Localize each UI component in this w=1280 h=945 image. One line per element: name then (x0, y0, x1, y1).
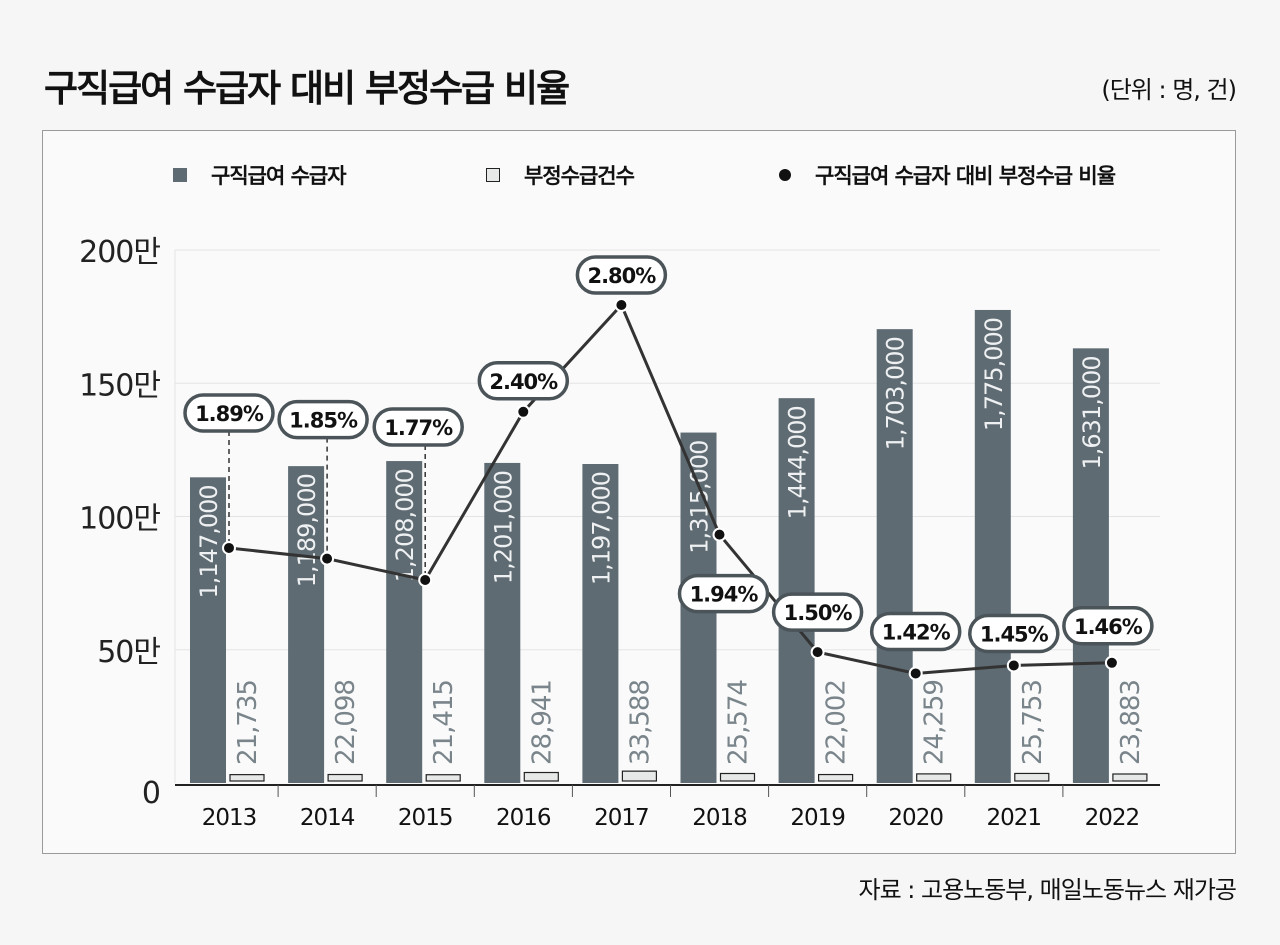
y-tick-label: 50만 (97, 635, 160, 670)
legend-label: 구직급여 수급자 대비 부정수급 비율 (815, 164, 1116, 188)
fraud-value-label: 23,883 (1116, 680, 1146, 765)
ratio-point (614, 298, 629, 312)
ratio-label: 1.50% (784, 601, 853, 625)
x-tick-label: 2022 (1085, 805, 1140, 831)
ratio-callout (372, 407, 464, 447)
x-tick-label: 2018 (692, 805, 747, 831)
ratio-point (1104, 655, 1119, 670)
ratio-callout (869, 611, 962, 652)
x-tick-label: 2020 (888, 805, 943, 831)
bar-value-label: 1,631,000 (1078, 356, 1106, 469)
bar-fraud-count (1014, 772, 1050, 782)
bar-recipients (386, 461, 423, 783)
y-tick-label: 100만 (79, 502, 160, 537)
bar-value-label: 1,775,000 (980, 318, 1008, 431)
bar-recipients (876, 329, 913, 783)
fraud-value-label: 33,588 (625, 680, 655, 765)
x-tick-label: 2019 (790, 805, 845, 831)
ratio-point (222, 540, 236, 555)
legend-item-recipients: 구직급여 수급자 (173, 160, 347, 190)
ratio-point (516, 404, 531, 419)
ratio-callout (477, 361, 570, 401)
y-tick-label: 200만 (79, 235, 160, 270)
fraud-value-label: 25,574 (724, 680, 754, 765)
ratio-point (418, 573, 433, 588)
legend-square-icon (173, 168, 187, 182)
bar-value-label: 1,208,000 (391, 469, 419, 582)
bar-value-label: 1,201,000 (489, 471, 517, 584)
bar-recipients (484, 462, 521, 783)
ratio-callout (968, 613, 1060, 654)
bar-fraud-count (425, 774, 461, 782)
bar-fraud-count (229, 774, 265, 782)
ratio-callout (677, 573, 770, 614)
bar-value-label: 1,197,000 (587, 472, 615, 585)
bar-value-label: 1,189,000 (293, 474, 321, 587)
ratio-callout (771, 592, 864, 632)
ratio-point (712, 527, 727, 542)
ratio-point (810, 645, 825, 660)
source-note: 자료 : 고용노동부, 매일노동뉴스 재가공 (858, 876, 1237, 904)
ratio-label: 2.40% (489, 370, 558, 394)
bar-recipients (288, 466, 325, 783)
fraud-value-label: 25,753 (1018, 680, 1048, 765)
unit-label: (단위 : 명, 건) (1101, 76, 1237, 104)
bar-value-label: 1,703,000 (882, 337, 910, 450)
ratio-callout (277, 399, 369, 440)
bar-fraud-count (1112, 773, 1148, 782)
ratio-label: 1.42% (882, 620, 951, 644)
bar-fraud-count (719, 772, 756, 782)
ratio-callout (575, 255, 668, 295)
ratio-point (908, 666, 923, 681)
x-tick-label: 2013 (202, 805, 257, 831)
x-tick-label: 2017 (594, 805, 649, 831)
fraud-value-label: 28,941 (527, 680, 557, 765)
fraud-value-label: 22,002 (822, 680, 852, 765)
bar-recipients (190, 477, 226, 783)
fraud-value-label: 22,098 (331, 680, 361, 765)
ratio-label: 1.45% (980, 622, 1049, 646)
bar-recipients (582, 463, 619, 783)
y-tick-label: 0 (142, 776, 160, 811)
legend-label: 구직급여 수급자 (211, 164, 347, 188)
ratio-label: 2.80% (587, 264, 656, 288)
bar-fraud-count (621, 770, 658, 782)
y-tick-label: 150만 (79, 368, 160, 403)
ratio-label: 1.46% (1074, 615, 1143, 639)
ratio-line (228, 302, 1112, 675)
bar-value-label: 1,147,000 (195, 485, 223, 598)
bar-value-label: 1,315,000 (686, 441, 714, 554)
fraud-value-label: 21,735 (233, 680, 263, 765)
chart-frame (42, 130, 1236, 854)
ratio-callout (1062, 606, 1154, 646)
ratio-point (1006, 658, 1021, 673)
bar-fraud-count (916, 773, 952, 782)
bar-recipients (974, 309, 1011, 783)
fraud-value-label: 21,415 (429, 680, 459, 765)
bar-recipients (1072, 348, 1109, 783)
x-tick-label: 2015 (398, 805, 453, 831)
legend-square-outline-icon (486, 168, 500, 182)
bar-fraud-count (523, 771, 559, 782)
x-tick-label: 2014 (300, 805, 355, 831)
ratio-point (320, 551, 335, 566)
ratio-callout (183, 393, 275, 433)
ratio-label: 1.89% (195, 402, 264, 426)
legend-dot-icon (779, 169, 791, 181)
bar-value-label: 1,444,000 (784, 406, 812, 519)
x-tick-label: 2016 (496, 805, 551, 831)
fraud-value-label: 24,259 (920, 680, 950, 765)
ratio-label: 1.85% (289, 409, 358, 433)
ratio-label: 1.77% (384, 416, 453, 440)
bar-fraud-count (327, 773, 363, 782)
bar-recipients (778, 398, 815, 783)
legend-item-fraud-count: 부정수급건수 (486, 160, 635, 190)
page-title: 구직급여 수급자 대비 부정수급 비율 (44, 67, 570, 110)
ratio-label: 1.94% (690, 583, 759, 607)
bar-fraud-count (817, 773, 854, 782)
x-tick-label: 2021 (987, 805, 1042, 831)
legend-item-ratio: 구직급여 수급자 대비 부정수급 비율 (779, 160, 1116, 190)
legend-label: 부정수급건수 (524, 164, 635, 188)
